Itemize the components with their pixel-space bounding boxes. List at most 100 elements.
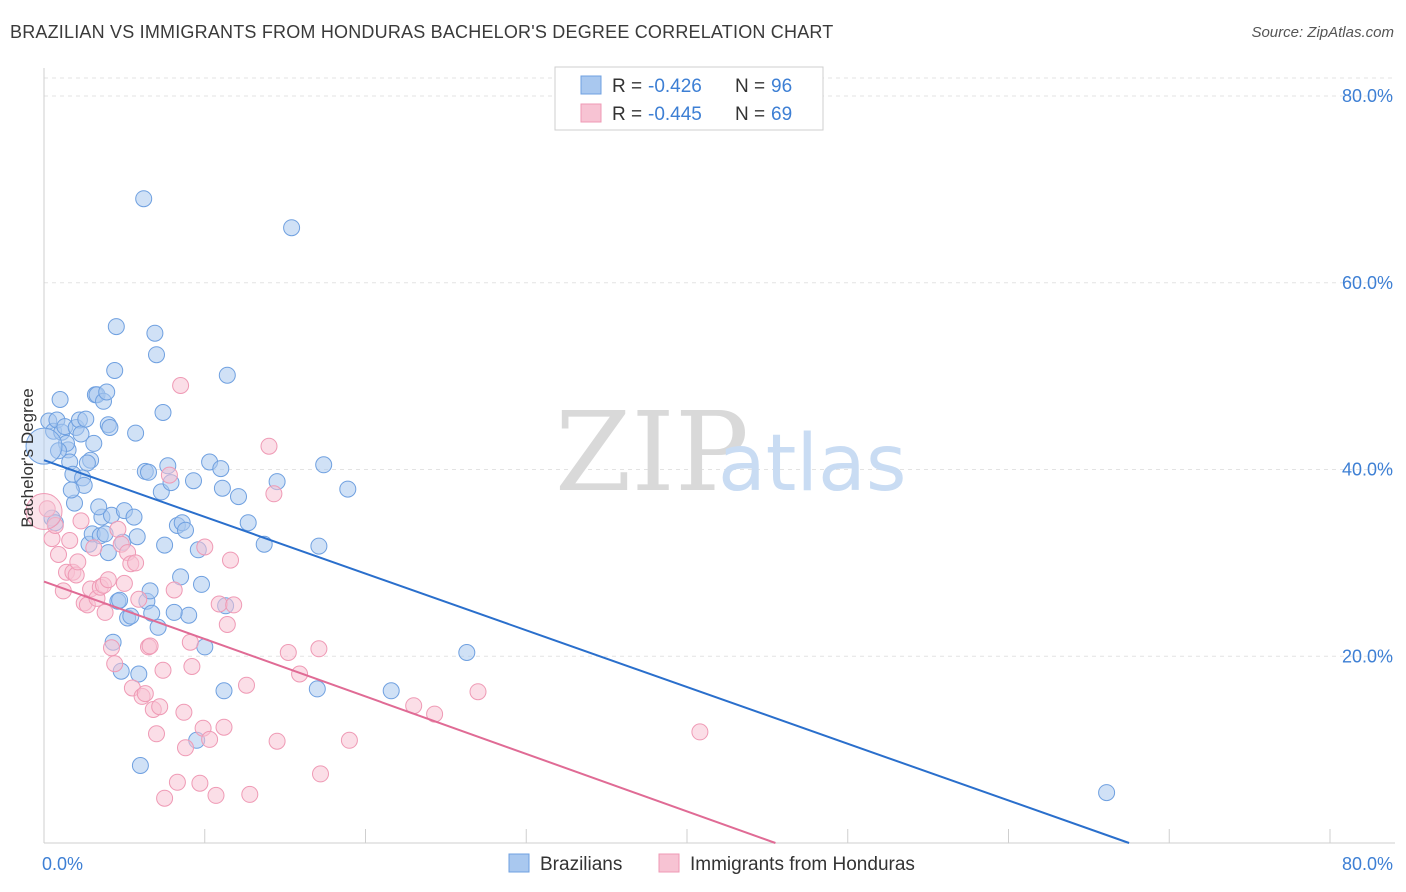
point-brazilians-43 bbox=[128, 528, 146, 546]
point-honduras-54 bbox=[218, 616, 236, 633]
point-honduras-40 bbox=[165, 581, 183, 599]
point-honduras-42 bbox=[172, 377, 190, 394]
tick-labels: 20.0% 40.0% 60.0% 80.0% 0.0% 80.0% bbox=[42, 86, 1393, 874]
bottom-legend-label-honduras: Immigrants from Honduras bbox=[690, 854, 915, 875]
point-honduras-31 bbox=[136, 685, 154, 703]
point-honduras-6 bbox=[61, 532, 79, 549]
watermark-atlas: atlas bbox=[718, 419, 907, 509]
point-honduras-39 bbox=[160, 466, 178, 484]
bottom-legend-label-brazilians: Brazilians bbox=[540, 854, 622, 875]
point-brazilians-76 bbox=[283, 219, 301, 237]
trend-lines bbox=[43, 459, 1130, 844]
point-brazilians-55 bbox=[154, 404, 172, 421]
point-honduras-21 bbox=[106, 655, 124, 673]
point-brazilians-33 bbox=[107, 318, 125, 336]
point-honduras-49 bbox=[196, 538, 214, 556]
point-honduras-28 bbox=[127, 554, 145, 572]
point-honduras-large bbox=[25, 493, 63, 531]
top-legend: R = -0.426 N = 96 R = -0.445 N = 69 bbox=[554, 66, 824, 131]
point-honduras-47 bbox=[191, 774, 209, 792]
point-brazilians-20 bbox=[85, 434, 103, 452]
trend-line-honduras bbox=[43, 580, 776, 844]
legend-swatch-brazilians bbox=[580, 75, 602, 95]
point-brazilians-50 bbox=[143, 604, 161, 622]
point-honduras-24 bbox=[115, 574, 133, 592]
point-honduras-66 bbox=[340, 731, 358, 749]
axes bbox=[43, 68, 1395, 844]
point-brazilians-86 bbox=[50, 442, 67, 460]
point-brazilians-73 bbox=[239, 514, 257, 532]
point-honduras-19 bbox=[99, 571, 117, 589]
point-honduras-61 bbox=[268, 732, 286, 750]
point-brazilians-51 bbox=[146, 324, 164, 342]
legend-r-value-brazilians: -0.426 bbox=[648, 76, 702, 97]
trend-line-brazilians bbox=[43, 459, 1130, 844]
y-tick-label-80: 80.0% bbox=[1342, 86, 1393, 106]
point-brazilians-32 bbox=[106, 362, 124, 379]
watermark: ZIP atlas bbox=[555, 388, 907, 516]
point-brazilians-87 bbox=[62, 481, 80, 499]
point-brazilians-80 bbox=[339, 480, 357, 498]
point-brazilians-77 bbox=[308, 680, 326, 698]
watermark-zip: ZIP bbox=[555, 388, 749, 516]
point-honduras-44 bbox=[177, 739, 194, 757]
bottom-legend: Brazilians Immigrants from Honduras bbox=[508, 853, 915, 875]
point-brazilians-45 bbox=[131, 757, 149, 774]
point-brazilians-large bbox=[25, 427, 63, 465]
legend-n-label-brazilians: N = bbox=[735, 76, 765, 97]
point-honduras-51 bbox=[207, 786, 225, 804]
y-axis-label: Bachelor's Degree bbox=[18, 388, 37, 527]
point-honduras-58 bbox=[241, 785, 259, 803]
point-honduras-9 bbox=[69, 553, 87, 571]
chart-title: BRAZILIAN VS IMMIGRANTS FROM HONDURAS BA… bbox=[10, 22, 834, 42]
point-honduras-62 bbox=[279, 644, 297, 661]
point-honduras-50 bbox=[201, 730, 219, 748]
point-brazilians-82 bbox=[458, 644, 476, 661]
legend-n-value-brazilians: 96 bbox=[771, 76, 792, 97]
point-honduras-22 bbox=[109, 520, 127, 538]
point-honduras-70 bbox=[691, 723, 709, 741]
point-brazilians-56 bbox=[156, 536, 174, 554]
point-honduras-29 bbox=[130, 590, 148, 608]
legend-r-value-honduras: -0.445 bbox=[648, 104, 702, 125]
point-brazilians-91 bbox=[140, 463, 157, 481]
legend-r-label-brazilians: R = bbox=[612, 76, 642, 97]
grid-lines bbox=[44, 77, 1395, 657]
point-honduras-41 bbox=[168, 773, 186, 791]
point-honduras-57 bbox=[238, 676, 255, 694]
point-honduras-18 bbox=[96, 603, 114, 621]
point-honduras-0 bbox=[38, 500, 56, 518]
point-honduras-46 bbox=[183, 658, 201, 675]
point-honduras-65 bbox=[312, 765, 329, 783]
legend-n-label-honduras: N = bbox=[735, 104, 765, 125]
point-honduras-33 bbox=[141, 637, 159, 655]
bottom-legend-swatch-brazilians bbox=[508, 853, 530, 873]
point-brazilians-44 bbox=[130, 665, 148, 683]
point-honduras-53 bbox=[215, 718, 233, 736]
point-brazilians-89 bbox=[90, 498, 108, 516]
bottom-legend-swatch-honduras bbox=[658, 853, 680, 873]
point-brazilians-83 bbox=[1098, 784, 1116, 802]
point-brazilians-41 bbox=[125, 508, 143, 526]
legend-swatch-honduras bbox=[580, 103, 602, 123]
point-honduras-69 bbox=[469, 683, 487, 701]
point-honduras-64 bbox=[310, 640, 328, 658]
point-brazilians-79 bbox=[315, 456, 333, 474]
point-brazilians-69 bbox=[213, 479, 231, 497]
point-brazilians-29 bbox=[101, 419, 119, 436]
point-honduras-60 bbox=[265, 485, 283, 503]
point-brazilians-62 bbox=[180, 606, 198, 624]
x-tick-label-80: 80.0% bbox=[1342, 854, 1393, 874]
point-brazilians-3 bbox=[51, 391, 69, 408]
point-honduras-36 bbox=[151, 698, 169, 716]
point-honduras-38 bbox=[156, 789, 174, 807]
point-honduras-52 bbox=[210, 595, 228, 613]
y-tick-label-40: 40.0% bbox=[1342, 460, 1393, 480]
source-label: Source: ZipAtlas.com bbox=[1251, 24, 1394, 41]
y-tick-label-60: 60.0% bbox=[1342, 273, 1393, 293]
y-tick-label-20: 20.0% bbox=[1342, 646, 1393, 666]
point-brazilians-72 bbox=[218, 366, 236, 384]
point-brazilians-70 bbox=[215, 682, 233, 700]
point-honduras-37 bbox=[154, 661, 172, 679]
